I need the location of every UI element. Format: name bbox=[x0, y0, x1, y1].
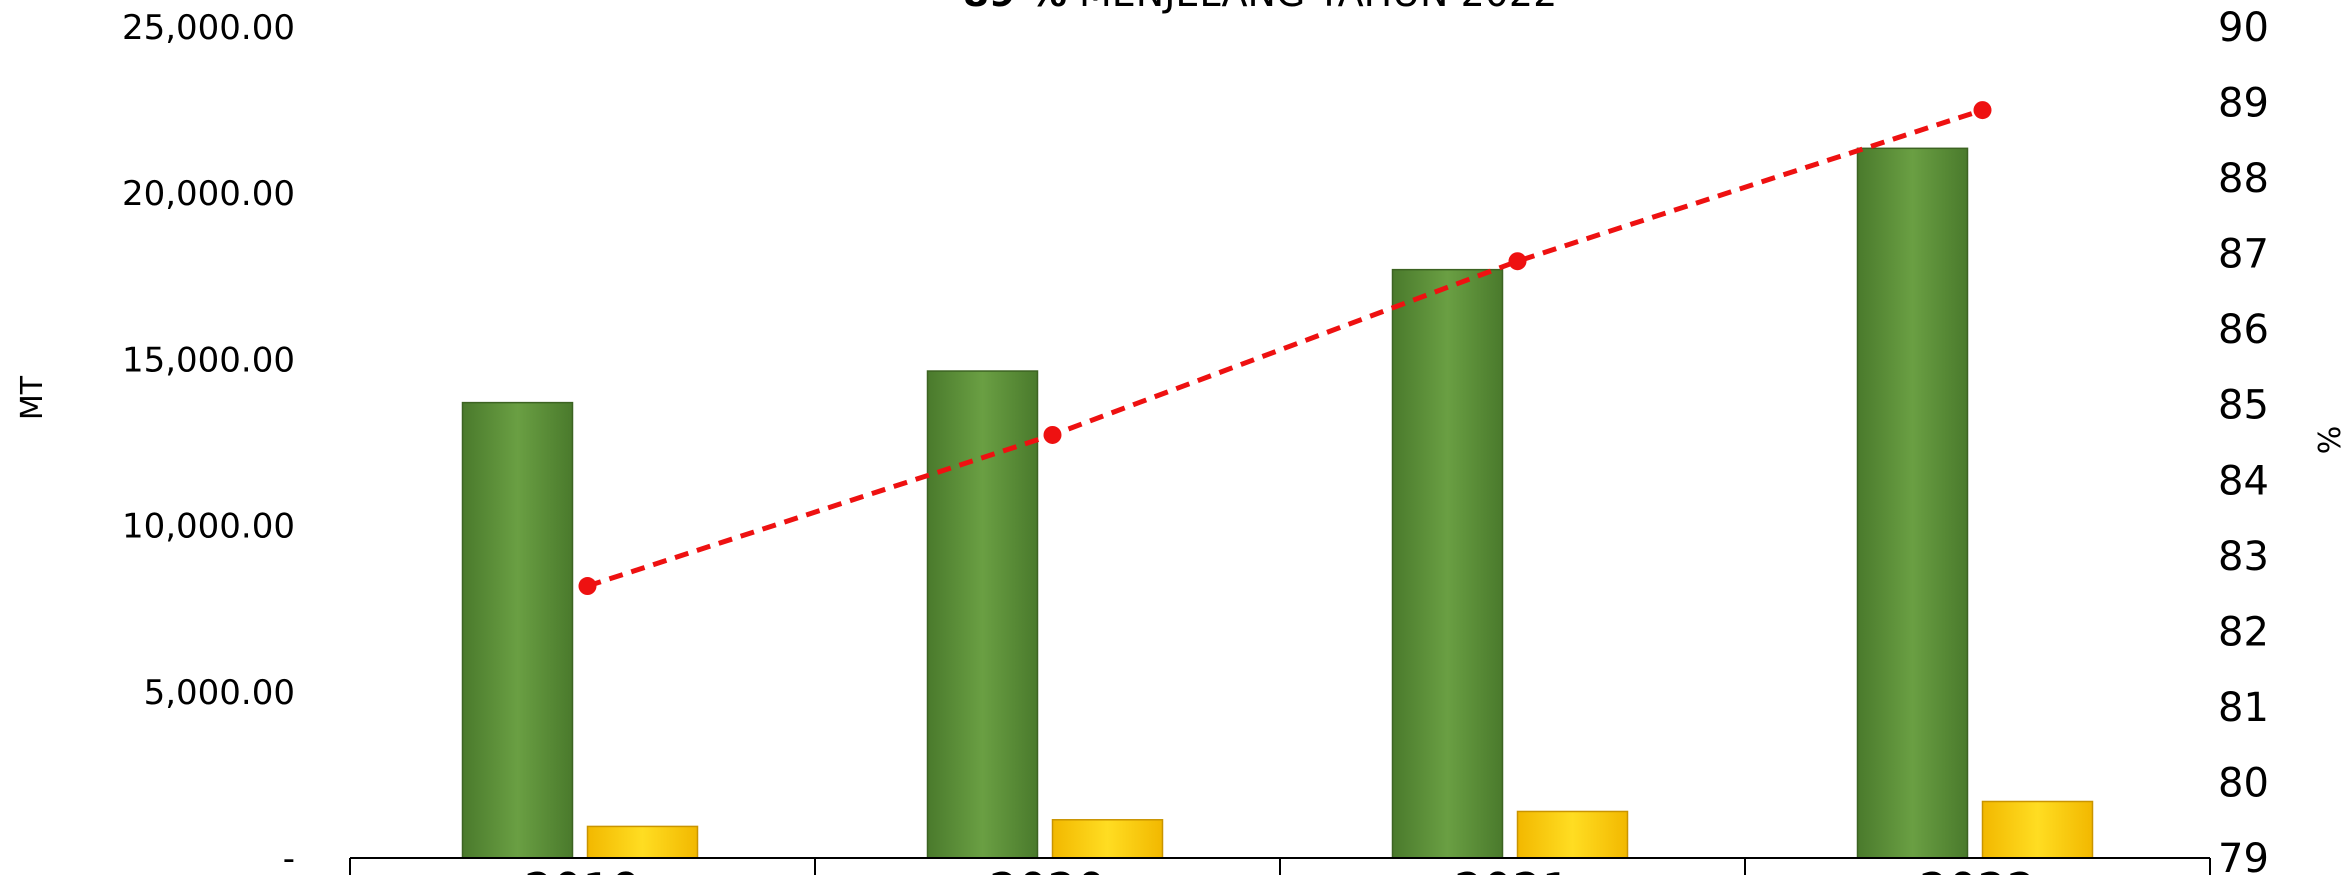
y-axis-left-ticks: - 5,000.00 10,000.00 15,000.00 20,000.00 25,0… bbox=[122, 8, 295, 875]
line-series-group bbox=[578, 101, 1992, 596]
y-axis-left-label: MT bbox=[15, 375, 50, 420]
y-right-tick-label: 82 bbox=[2218, 609, 2269, 655]
bar-production bbox=[1856, 147, 1969, 859]
bar-production bbox=[461, 401, 574, 859]
line-point bbox=[1508, 252, 1527, 271]
y-left-tick-label: 10,000.00 bbox=[122, 507, 295, 547]
line-point bbox=[578, 577, 597, 596]
bar-secondary bbox=[586, 825, 699, 859]
line-point bbox=[1973, 101, 1992, 120]
bar-production bbox=[1391, 268, 1504, 859]
bar-secondary bbox=[1051, 819, 1164, 859]
y-left-tick-label: 25,000.00 bbox=[122, 8, 295, 48]
title-bold-part: 89 % bbox=[963, 0, 1067, 15]
x-tick-label: 2021 bbox=[1454, 863, 1571, 875]
x-tick-label: 2022 bbox=[1919, 863, 2036, 875]
y-right-tick-label: 85 bbox=[2218, 383, 2269, 429]
bar-secondary bbox=[1516, 810, 1629, 859]
y-left-tick-label: 20,000.00 bbox=[122, 174, 295, 214]
y-left-tick-label: 5,000.00 bbox=[144, 673, 295, 713]
y-right-tick-label: 90 bbox=[2218, 5, 2269, 51]
line-point bbox=[1043, 425, 1062, 444]
chart-title: 89 % MENJELANG TAHUN 2022 bbox=[963, 0, 1558, 15]
y-axis-right-label: % bbox=[2313, 426, 2348, 455]
y-right-tick-label: 84 bbox=[2218, 458, 2269, 504]
y-right-tick-label: 81 bbox=[2218, 685, 2269, 731]
y-right-tick-label: 87 bbox=[2218, 232, 2269, 278]
y-left-tick-label: - bbox=[283, 839, 295, 875]
bar-secondary bbox=[1981, 800, 2094, 859]
y-right-tick-label: 86 bbox=[2218, 307, 2269, 353]
bar-production bbox=[926, 370, 1039, 859]
x-tick-label: 2020 bbox=[989, 863, 1106, 875]
line-percentage bbox=[586, 107, 1984, 589]
title-rest-part: MENJELANG TAHUN 2022 bbox=[1067, 0, 1557, 15]
y-right-tick-label: 89 bbox=[2218, 81, 2269, 127]
bars-group bbox=[461, 147, 2094, 859]
y-right-tick-label: 80 bbox=[2218, 760, 2269, 806]
x-tick-label: 2019 bbox=[524, 863, 641, 875]
y-right-tick-label: 83 bbox=[2218, 534, 2269, 580]
y-right-tick-label: 79 bbox=[2218, 836, 2269, 875]
y-axis-right-ticks: 79 80 81 82 83 84 85 86 87 88 89 90 bbox=[2218, 5, 2269, 875]
y-right-tick-label: 88 bbox=[2218, 156, 2269, 202]
x-axis: 2019 2020 2021 2022 bbox=[349, 857, 2211, 875]
y-left-tick-label: 15,000.00 bbox=[122, 340, 295, 380]
